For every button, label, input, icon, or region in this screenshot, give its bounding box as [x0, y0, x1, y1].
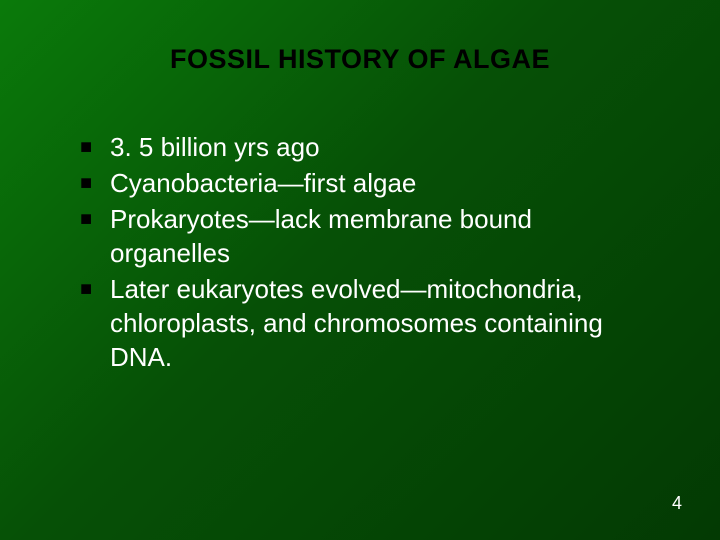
list-item-text: Cyanobacteria—first algae [110, 166, 416, 200]
page-number: 4 [672, 493, 682, 514]
bullet-icon: ■ [80, 130, 110, 164]
list-item-text: Prokaryotes—lack membrane bound organell… [110, 202, 650, 270]
list-item: ■ Later eukaryotes evolved—mitochondria,… [80, 272, 650, 374]
bullet-icon: ■ [80, 202, 110, 236]
bullet-icon: ■ [80, 272, 110, 306]
list-item-text: Later eukaryotes evolved—mitochondria, c… [110, 272, 650, 374]
bullet-icon: ■ [80, 166, 110, 200]
list-item-text: 3. 5 billion yrs ago [110, 130, 320, 164]
slide: FOSSIL HISTORY OF ALGAE ■ 3. 5 billion y… [0, 0, 720, 540]
list-item: ■ Prokaryotes—lack membrane bound organe… [80, 202, 650, 270]
slide-title: FOSSIL HISTORY OF ALGAE [0, 44, 720, 75]
list-item: ■ Cyanobacteria—first algae [80, 166, 650, 200]
list-item: ■ 3. 5 billion yrs ago [80, 130, 650, 164]
bullet-list: ■ 3. 5 billion yrs ago ■ Cyanobacteria—f… [80, 130, 650, 376]
